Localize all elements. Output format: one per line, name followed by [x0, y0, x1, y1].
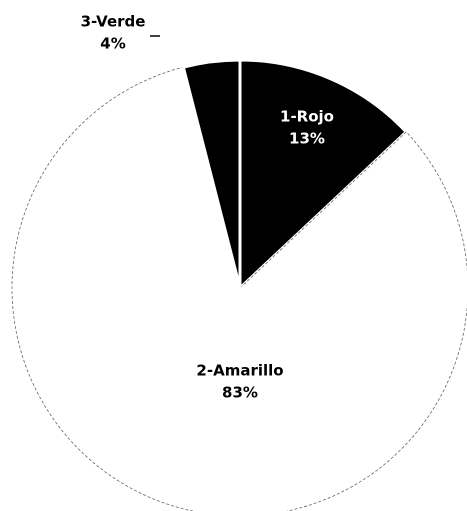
slice-label: 1-Rojo — [280, 108, 334, 126]
pie-slice — [238, 58, 409, 292]
slice-label: 2-Amarillo — [196, 362, 283, 380]
pie-slice — [11, 66, 467, 511]
slice-label: 3-Verde — [81, 13, 146, 31]
pie-slice — [181, 58, 242, 289]
value-label: 83% — [222, 384, 258, 402]
value-label: 4% — [100, 35, 125, 53]
value-label: 13% — [289, 130, 325, 148]
